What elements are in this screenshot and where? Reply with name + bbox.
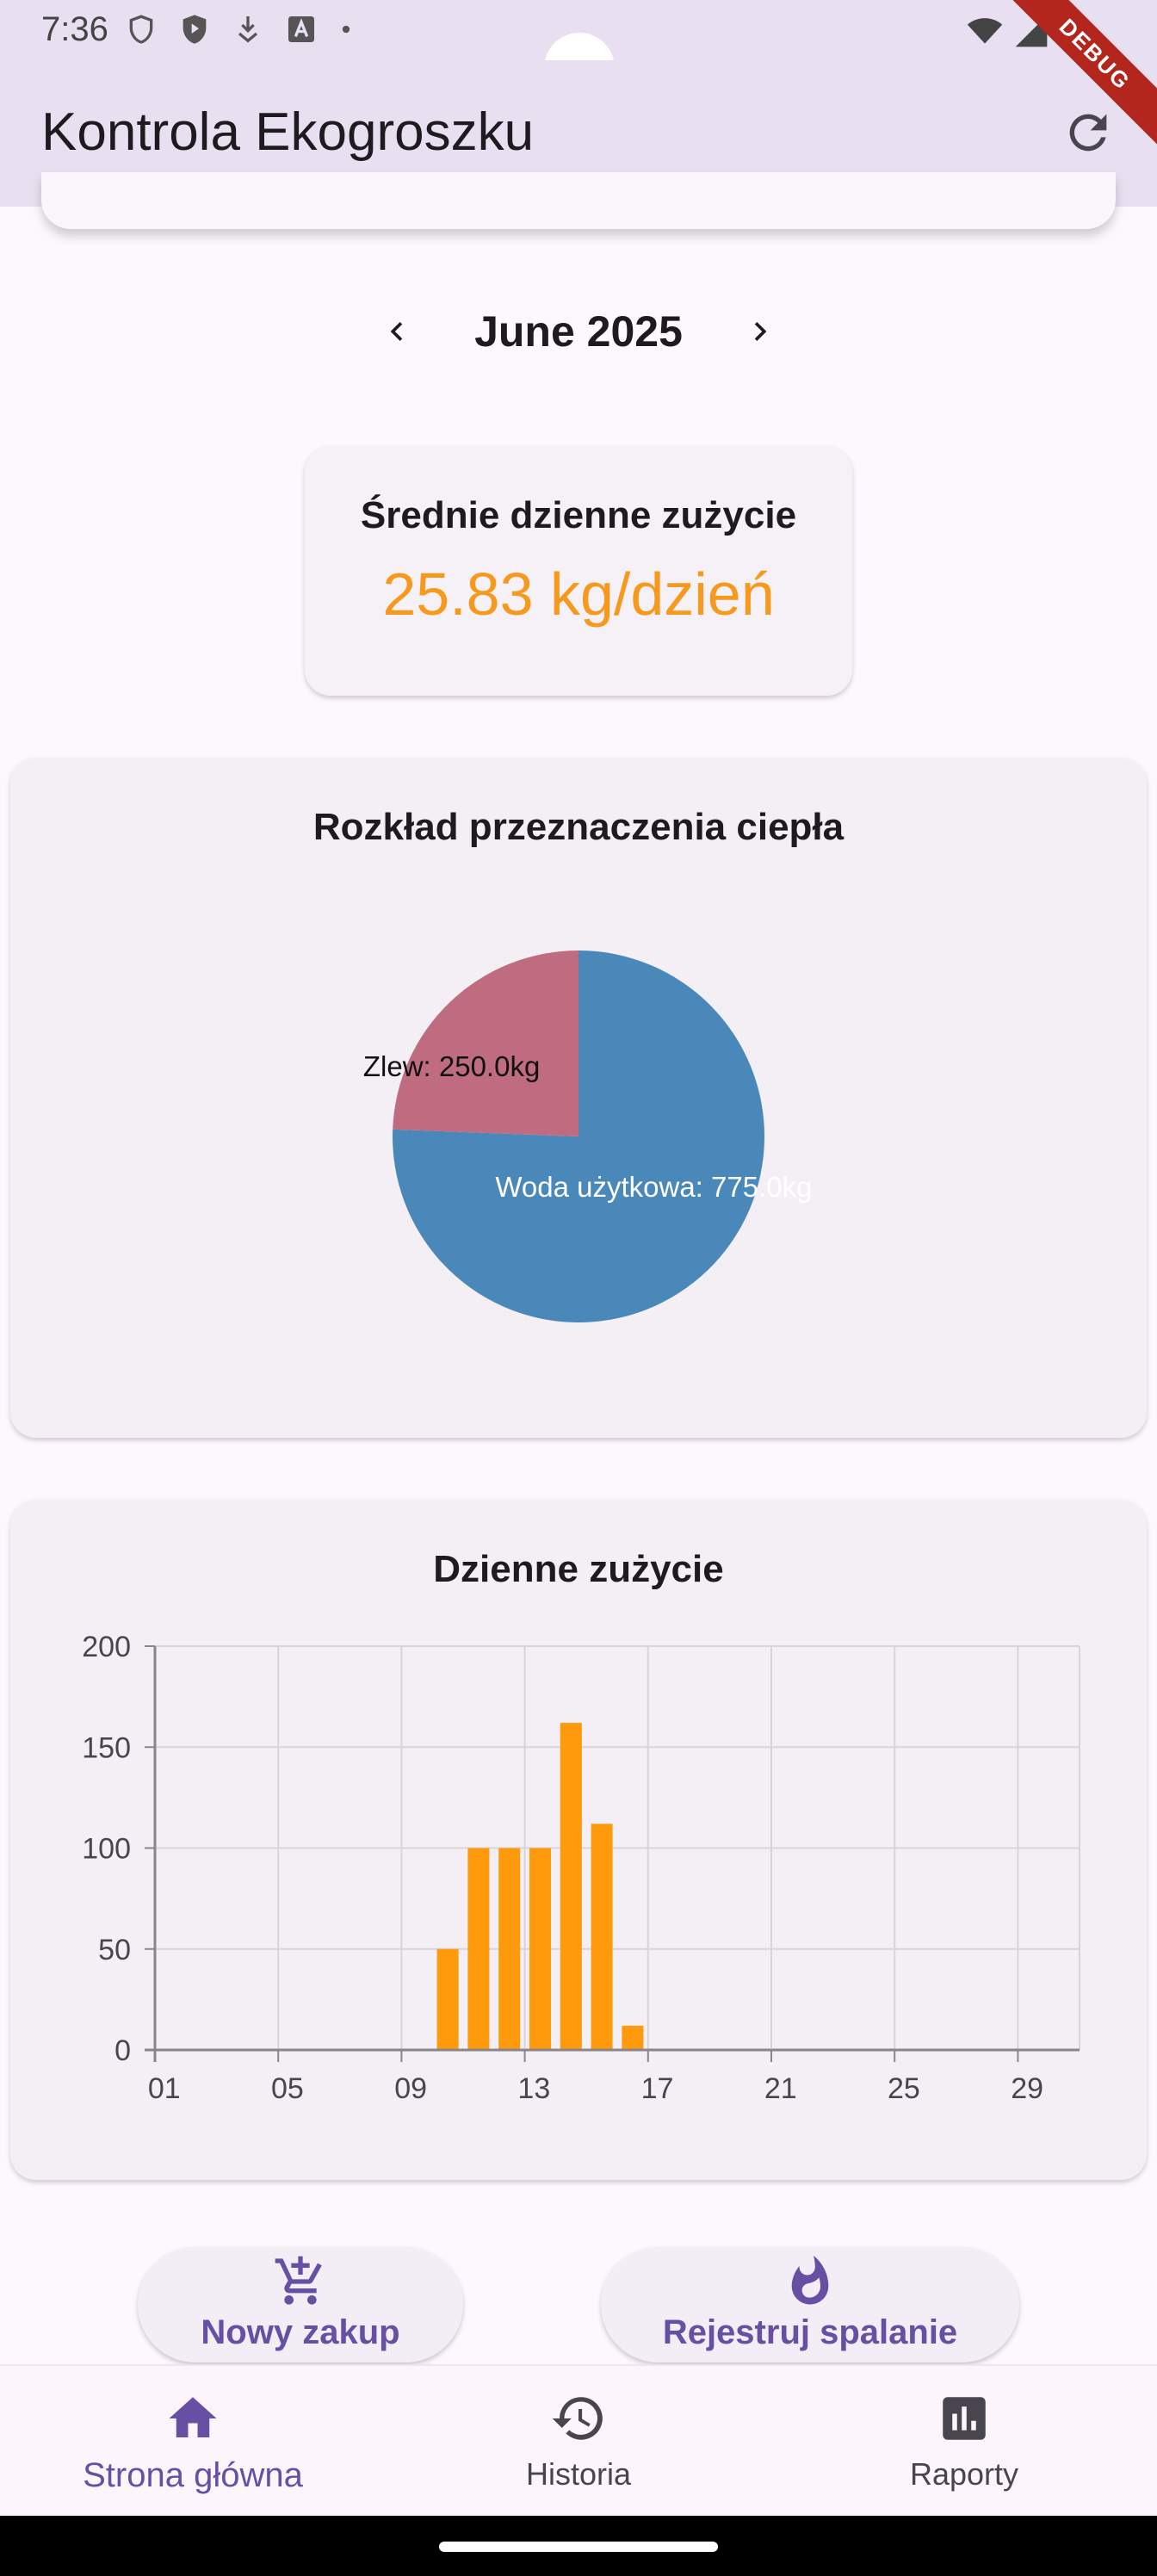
average-usage-card: Średnie dzienne zużycie 25.83 kg/dzień <box>305 446 852 696</box>
font-a-icon <box>288 16 314 42</box>
average-usage-value: 25.83 kg/dzień <box>382 560 775 628</box>
x-tick-label: 25 <box>888 2072 920 2105</box>
heat-distribution-card: Rozkład przeznaczenia ciepła Woda użytko… <box>10 758 1147 1438</box>
x-tick-label: 29 <box>1011 2072 1043 2105</box>
status-time: 7:36 <box>41 10 108 48</box>
bar-16 <box>622 2025 644 2050</box>
new-purchase-button[interactable]: Nowy zakup <box>138 2247 463 2362</box>
dot-icon <box>342 25 350 34</box>
x-tick-label: 21 <box>764 2072 797 2105</box>
y-tick-label: 100 <box>82 1833 131 1866</box>
y-tick-label: 0 <box>114 2034 131 2067</box>
register-burning-label: Rejestruj spalanie <box>662 2313 958 2351</box>
x-tick-label: 17 <box>641 2072 674 2105</box>
bar-11 <box>467 1848 490 2050</box>
status-notification-icons <box>124 12 355 46</box>
play-shield-icon <box>183 15 207 44</box>
bottom-navigation: Strona główna Historia Raporty <box>0 2364 1157 2516</box>
gesture-bar <box>0 2516 1157 2576</box>
summary-card-edge <box>41 172 1116 229</box>
shield-outline-icon <box>129 15 153 44</box>
bar-15 <box>591 1824 613 2050</box>
pie-label-0: Woda użytkowa: 775.0kg <box>495 1171 812 1203</box>
bar-13 <box>529 1848 552 2050</box>
y-tick-label: 50 <box>98 1934 131 1966</box>
daily-usage-card: Dzienne zużycie 0 50 100 150 200 01 05 09 13 17 21… <box>10 1500 1147 2180</box>
download-app-icon <box>238 16 258 43</box>
bar-chart-icon <box>943 2397 986 2440</box>
wifi-icon <box>967 18 1003 44</box>
history-icon <box>552 2397 603 2440</box>
x-tick-label: 09 <box>394 2072 427 2105</box>
next-month-button[interactable] <box>734 306 786 357</box>
app-title: Kontrola Ekogroszku <box>41 102 535 162</box>
chevron-left-icon <box>390 322 403 341</box>
x-tick-label: 13 <box>517 2072 550 2105</box>
status-bar: 7:36 <box>0 0 1157 103</box>
new-purchase-label: Nowy zakup <box>201 2313 400 2351</box>
nav-label-home: Strona główna <box>83 2456 303 2494</box>
home-icon <box>169 2397 217 2437</box>
home-gesture-handle[interactable] <box>439 2542 718 2552</box>
y-tick-label: 150 <box>82 1731 131 1764</box>
pie-label-1: Zlew: 250.0kg <box>363 1050 540 1082</box>
cart-add-icon <box>275 2256 322 2305</box>
nav-item-history[interactable]: Historia <box>386 2366 771 2517</box>
bar-14 <box>560 1723 582 2050</box>
nav-label-history: Historia <box>525 2456 632 2492</box>
bar-12 <box>498 1848 521 2050</box>
pie-slice-0 <box>393 951 765 1322</box>
average-usage-title: Średnie dzienne zużycie <box>360 494 797 536</box>
x-tick-label: 01 <box>148 2072 181 2105</box>
pie-chart: Woda użytkowa: 775.0kg Zlew: 250.0kg <box>363 951 812 1322</box>
pie-slice-1 <box>393 951 578 1136</box>
bar-chart-title: Dzienne zużycie <box>433 1548 724 1590</box>
nav-label-reports: Raporty <box>909 2456 1019 2492</box>
month-label: June 2025 <box>474 307 683 356</box>
pie-chart-title: Rozkład przeznaczenia ciepła <box>312 806 845 848</box>
register-burning-button[interactable]: Rejestruj spalanie <box>601 2247 1019 2362</box>
nav-item-home[interactable]: Strona główna <box>0 2366 386 2517</box>
month-navigator: June 2025 <box>0 293 1157 370</box>
bar-chart: 0 50 100 150 200 01 05 09 13 17 21 25 29 <box>82 1631 1080 2105</box>
x-tick-label: 05 <box>271 2072 304 2105</box>
y-tick-label: 200 <box>82 1631 131 1663</box>
nav-item-reports[interactable]: Raporty <box>771 2366 1157 2517</box>
chevron-right-icon <box>754 322 767 341</box>
prev-month-button[interactable] <box>371 306 423 357</box>
bar-10 <box>436 1948 459 2050</box>
refresh-icon[interactable] <box>1061 105 1116 160</box>
flame-icon <box>791 2255 829 2305</box>
